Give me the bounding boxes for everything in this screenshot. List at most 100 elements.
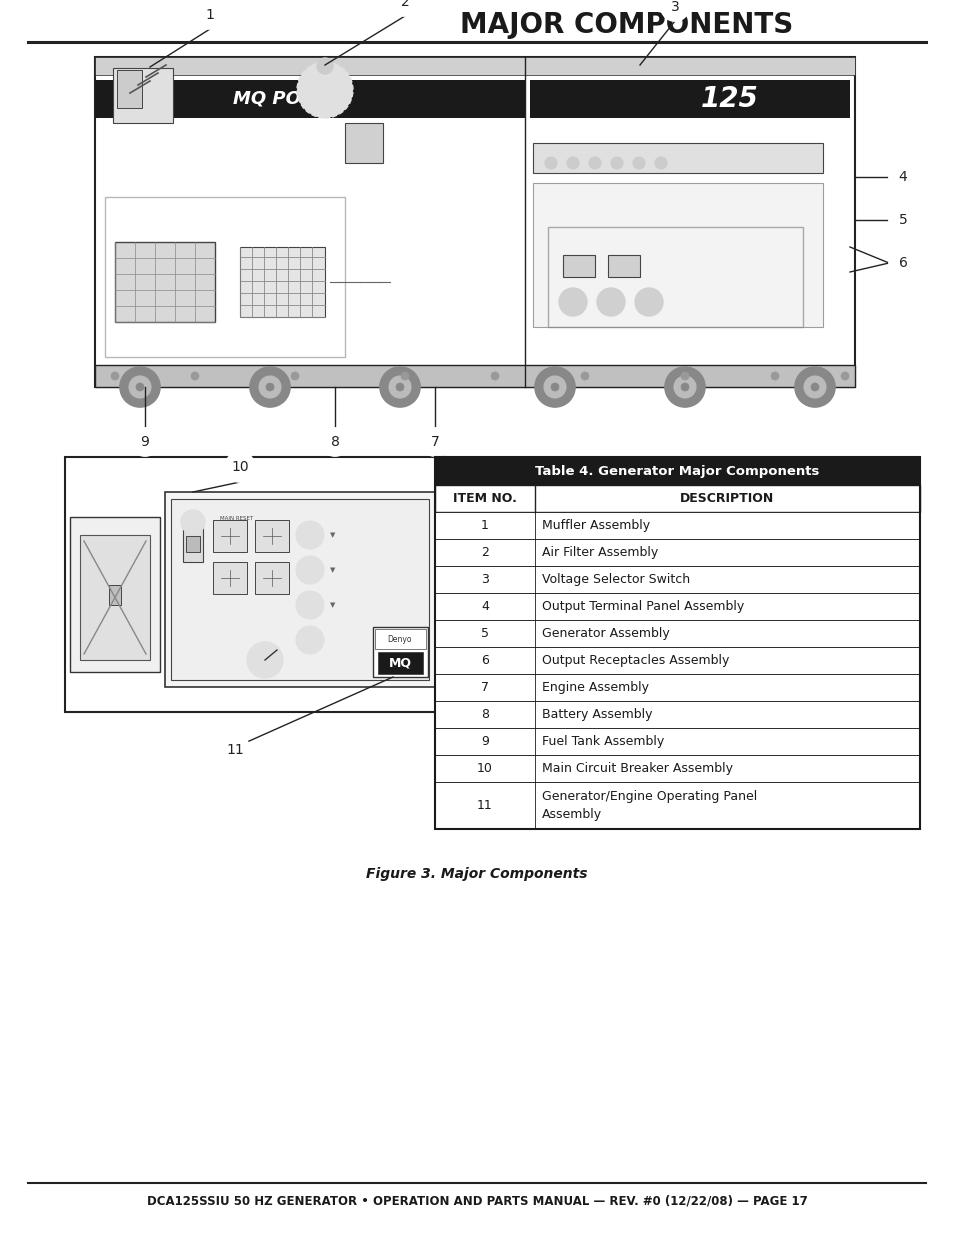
Bar <box>109 585 121 605</box>
Bar <box>375 629 426 650</box>
Text: Assembly: Assembly <box>541 808 601 821</box>
Circle shape <box>655 157 666 169</box>
Circle shape <box>316 58 333 74</box>
Bar <box>435 566 919 593</box>
Text: ▼: ▼ <box>330 532 335 538</box>
Bar <box>345 124 382 163</box>
Circle shape <box>888 206 916 233</box>
Circle shape <box>247 642 283 678</box>
Circle shape <box>195 1 224 28</box>
Circle shape <box>794 367 834 408</box>
Text: Battery Assembly: Battery Assembly <box>541 708 652 721</box>
Text: 3: 3 <box>670 0 679 14</box>
Circle shape <box>680 383 688 391</box>
Bar <box>183 524 203 562</box>
Text: MQ: MQ <box>388 657 411 669</box>
Circle shape <box>535 367 575 408</box>
Text: Output Receptacles Assembly: Output Receptacles Assembly <box>541 655 729 667</box>
Text: ▼: ▼ <box>330 601 335 608</box>
Circle shape <box>225 452 254 482</box>
Bar <box>377 652 422 674</box>
Bar <box>80 535 150 659</box>
Bar <box>435 674 919 701</box>
Bar <box>435 647 919 674</box>
Circle shape <box>111 372 119 380</box>
Text: 5: 5 <box>480 627 489 640</box>
Bar <box>70 517 160 672</box>
Circle shape <box>136 383 144 391</box>
Circle shape <box>558 288 586 316</box>
Text: 7: 7 <box>430 435 439 450</box>
Text: 125: 125 <box>700 85 758 112</box>
Bar <box>435 485 919 513</box>
Text: Generator/Engine Operating Panel: Generator/Engine Operating Panel <box>541 790 757 803</box>
Bar <box>165 492 435 687</box>
Circle shape <box>295 592 324 619</box>
Circle shape <box>389 375 411 398</box>
Bar <box>186 536 200 552</box>
Text: Main Circuit Breaker Assembly: Main Circuit Breaker Assembly <box>541 762 732 776</box>
Circle shape <box>888 249 916 277</box>
Text: 1: 1 <box>480 519 489 532</box>
Text: ITEM NO.: ITEM NO. <box>453 492 517 505</box>
Circle shape <box>588 157 600 169</box>
Circle shape <box>664 367 704 408</box>
Circle shape <box>379 367 419 408</box>
Text: 10: 10 <box>476 762 493 776</box>
Bar <box>240 247 325 317</box>
Circle shape <box>610 157 622 169</box>
Text: 9: 9 <box>140 435 150 450</box>
Bar <box>65 457 444 713</box>
Circle shape <box>491 372 498 380</box>
Text: MAIN RESET: MAIN RESET <box>220 516 253 521</box>
Circle shape <box>120 367 160 408</box>
Text: Denyo: Denyo <box>387 635 412 643</box>
Bar <box>435 538 919 566</box>
Bar <box>547 227 802 327</box>
Bar <box>562 254 595 277</box>
Text: 8: 8 <box>331 435 339 450</box>
Bar <box>435 755 919 782</box>
Circle shape <box>597 288 624 316</box>
Circle shape <box>250 367 290 408</box>
Bar <box>213 520 247 552</box>
Bar <box>213 562 247 594</box>
Bar <box>373 627 428 677</box>
Bar <box>95 57 854 387</box>
Bar <box>95 80 524 119</box>
Circle shape <box>543 375 565 398</box>
Text: Air Filter Assembly: Air Filter Assembly <box>541 546 658 559</box>
Circle shape <box>391 0 418 16</box>
Text: Voltage Selector Switch: Voltage Selector Switch <box>541 573 689 585</box>
Text: 2: 2 <box>400 0 409 9</box>
Circle shape <box>291 372 298 380</box>
Text: Figure 3. Major Components: Figure 3. Major Components <box>366 867 587 882</box>
Bar <box>95 57 854 75</box>
Text: DCA125SSIU 50 HZ GENERATOR • OPERATION AND PARTS MANUAL — REV. #0 (12/22/08) — P: DCA125SSIU 50 HZ GENERATOR • OPERATION A… <box>147 1194 806 1208</box>
Circle shape <box>544 157 557 169</box>
Circle shape <box>633 157 644 169</box>
Text: 11: 11 <box>226 743 244 757</box>
Text: Fuel Tank Assembly: Fuel Tank Assembly <box>541 735 663 748</box>
Circle shape <box>131 429 159 456</box>
Text: Table 4. Generator Major Components: Table 4. Generator Major Components <box>535 464 819 478</box>
Circle shape <box>295 521 324 550</box>
Bar <box>435 593 919 620</box>
Circle shape <box>420 429 449 456</box>
Text: 6: 6 <box>480 655 489 667</box>
Text: 9: 9 <box>480 735 489 748</box>
Text: 2: 2 <box>480 546 489 559</box>
Text: 4: 4 <box>480 600 489 613</box>
Bar <box>95 366 854 387</box>
Circle shape <box>580 372 588 380</box>
Bar <box>435 457 919 829</box>
Circle shape <box>635 288 662 316</box>
Bar <box>117 70 142 107</box>
Circle shape <box>551 383 558 391</box>
Text: 1: 1 <box>205 7 214 22</box>
Text: 4: 4 <box>898 170 906 184</box>
Bar <box>112 68 172 124</box>
Text: MAJOR COMPONENTS: MAJOR COMPONENTS <box>460 11 793 40</box>
Bar <box>435 513 919 538</box>
Circle shape <box>181 510 205 534</box>
